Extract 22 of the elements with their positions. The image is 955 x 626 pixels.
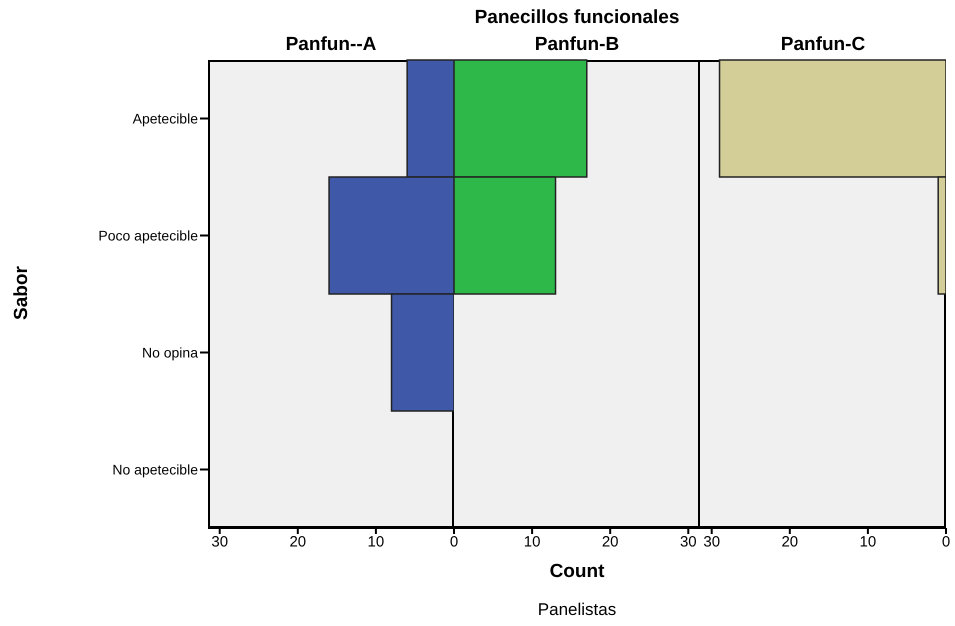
x-tick-label: 10 <box>860 534 876 551</box>
x-tick-label: 0 <box>942 534 950 551</box>
chart-title: Panfun-B <box>534 34 620 56</box>
y-tick-label: Poco apetecible <box>98 227 198 244</box>
text: Panecillos funcionales <box>474 7 680 29</box>
y-tick-label: Apetecible <box>132 110 198 126</box>
y-axis-title: Sabor <box>11 265 33 322</box>
y-tick-label: No apetecible <box>112 461 198 478</box>
x-tick-label: 20 <box>289 534 306 551</box>
x-tick-label: 30 <box>211 534 228 551</box>
x-tick-label: 20 <box>781 534 798 551</box>
x-tick-label: 30 <box>703 534 720 551</box>
chart-title: Panfun-C <box>780 34 866 56</box>
x-tick-label: 0 <box>450 534 458 551</box>
x-axis-title: Count <box>548 561 606 583</box>
chart-title: Panfun--A <box>284 34 378 56</box>
x-tick-label: 10 <box>368 534 384 551</box>
x-tick-label: 10 <box>524 534 540 551</box>
x-tick-label: 20 <box>602 534 619 551</box>
x-tick-label: 30 <box>680 534 697 551</box>
y-tick-label: No opina <box>142 344 198 360</box>
text: Panelistas <box>536 600 618 620</box>
